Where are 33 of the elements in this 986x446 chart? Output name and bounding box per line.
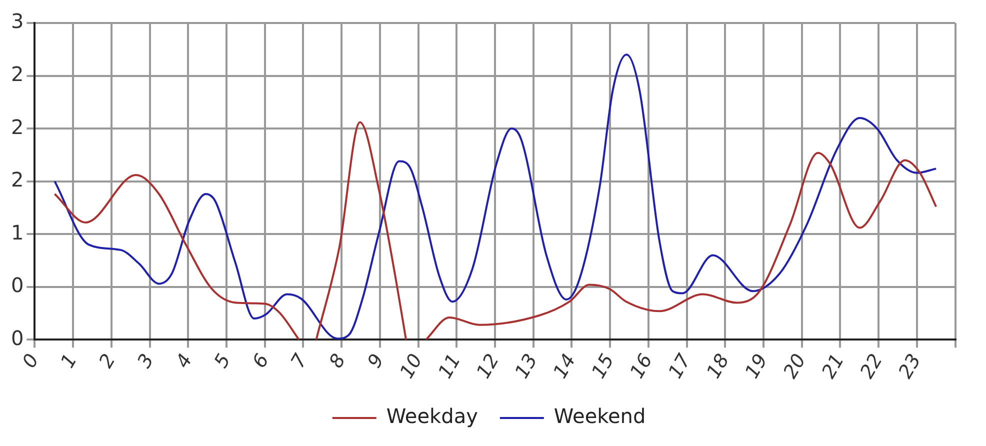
x-tick-label: 21	[818, 350, 849, 382]
x-tick-label: 9	[363, 350, 389, 372]
x-tick-label: 20	[779, 350, 810, 382]
x-tick-label: 3	[133, 350, 158, 372]
x-tick-label: 8	[325, 350, 350, 372]
x-tick-label: 12	[472, 350, 504, 382]
x-tick-label: 1	[56, 350, 82, 372]
x-tick-label: 15	[588, 350, 619, 382]
x-tick-label: 4	[172, 350, 197, 372]
x-tick-label: 17	[664, 350, 696, 382]
y-tick-label: 1	[10, 220, 24, 244]
legend-label: Weekday	[386, 404, 478, 428]
x-tick-label: 22	[856, 350, 888, 382]
x-tick-label: 13	[510, 350, 542, 382]
y-tick-label: 2	[10, 114, 24, 139]
x-tick-label: 16	[626, 350, 658, 382]
x-tick-label: 6	[248, 350, 274, 372]
y-tick-label: 3	[10, 9, 24, 34]
x-tick-label: 5	[210, 350, 236, 372]
x-tick-label: 7	[286, 350, 312, 372]
x-tick-label: 2	[94, 350, 120, 372]
x-tick-label: 19	[740, 350, 772, 382]
x-tick-label: 11	[434, 350, 466, 382]
legend-label: Weekend	[554, 404, 646, 428]
line-series	[54, 54, 938, 340]
x-tick-label: 10	[396, 350, 427, 382]
x-tick-label: 23	[894, 350, 926, 382]
y-tick-label: 0	[10, 273, 24, 298]
y-tick-label: 2	[10, 168, 24, 192]
x-tick-label: 14	[549, 350, 580, 382]
y-tick-label: 2	[10, 62, 24, 86]
x-tick-label: 18	[702, 350, 734, 382]
y-tick-label: 0	[10, 326, 24, 350]
